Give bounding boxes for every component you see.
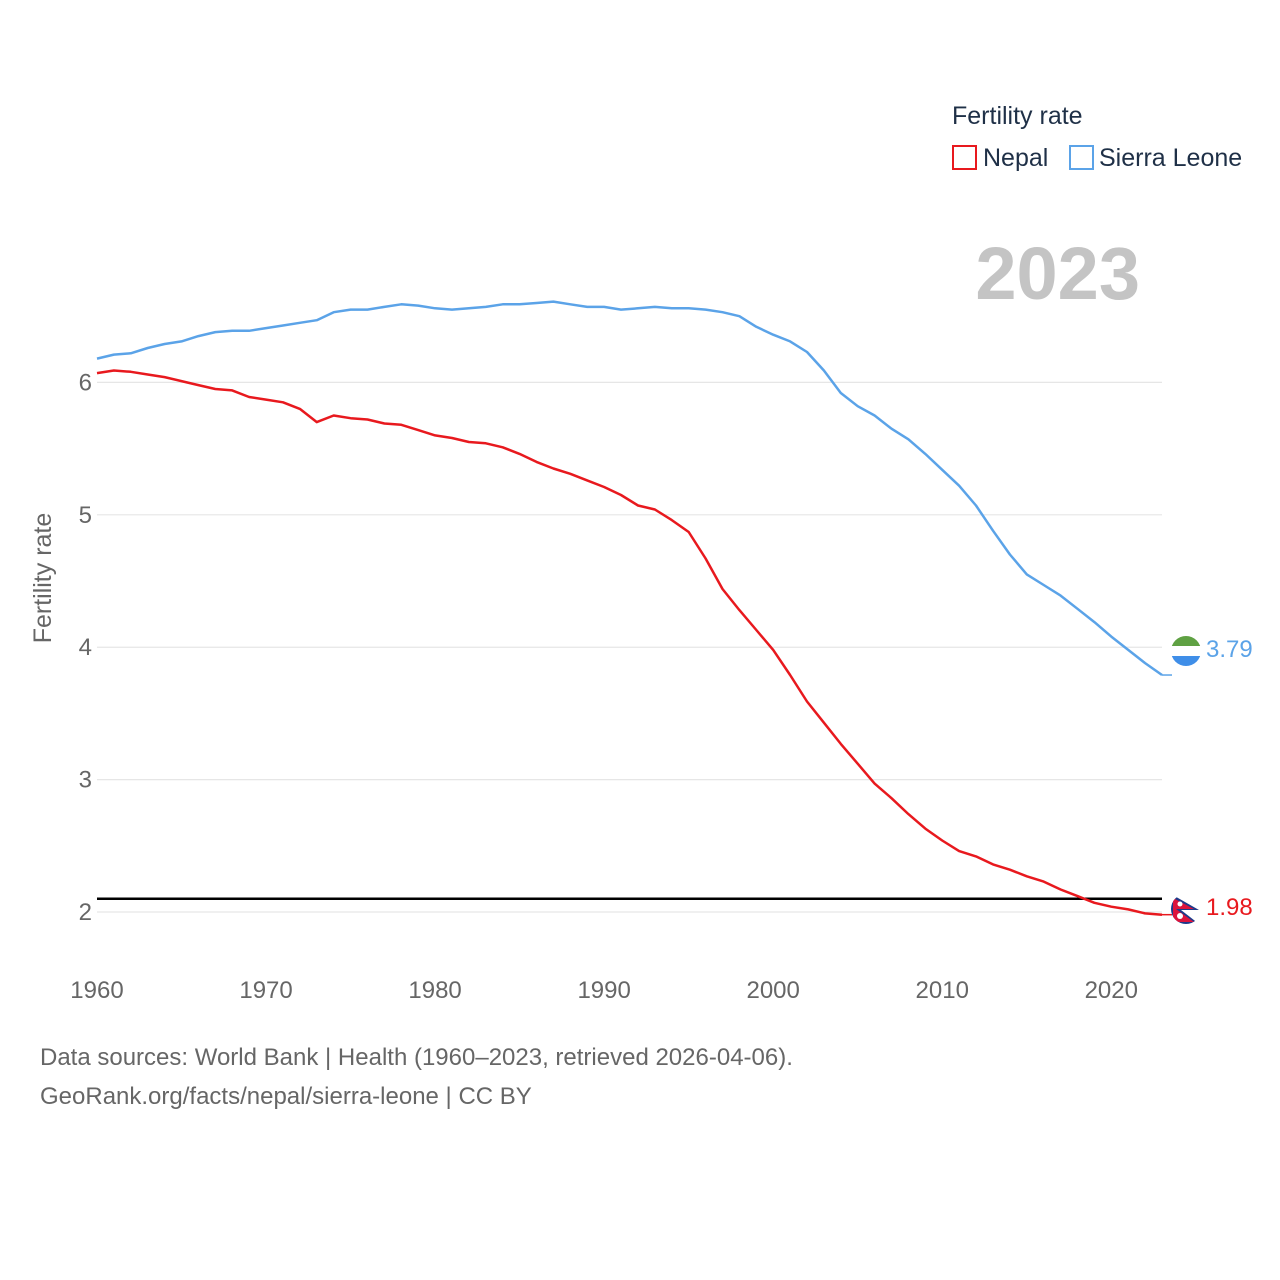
y-tick-label: 6 [79,369,92,396]
x-axis-ticks: 1960 1970 1980 1990 2000 2010 2020 [70,977,1138,1004]
x-tick-label: 1980 [408,977,461,1004]
legend-label-nepal[interactable]: Nepal [983,144,1048,172]
sierra-leone-flag-icon [1171,636,1201,666]
y-tick-label: 5 [79,502,92,529]
nepal-end-label: 1.98 [1206,894,1253,921]
source-note: Data sources: World Bank | Health (1960–… [40,1044,793,1071]
sierra-leone-line[interactable] [96,300,1163,677]
sierra-leone-end-label: 3.79 [1206,636,1253,663]
legend-swatch-nepal[interactable] [952,145,977,170]
x-tick-label: 1990 [577,977,630,1004]
y-tick-label: 3 [79,767,92,794]
y-axis-ticks: 2 3 4 5 6 [79,369,92,926]
nepal-line[interactable] [96,369,1163,916]
credit-link[interactable]: GeoRank.org/facts/nepal/sierra-leone | C… [40,1083,532,1110]
x-tick-label: 1960 [70,977,123,1004]
legend-title: Fertility rate [952,102,1083,130]
legend: Fertility rate Nepal Sierra Leone [952,102,1242,172]
legend-label-sierra-leone[interactable]: Sierra Leone [1099,144,1242,172]
x-tick-label: 2010 [916,977,969,1004]
x-tick-label: 1970 [239,977,292,1004]
y-tick-label: 4 [79,634,92,661]
fertility-chart: 2 3 4 5 6 1960 1970 1980 1990 2000 2010 2020 Ferti… [29,102,1253,1004]
gridlines [97,381,1162,913]
x-tick-label: 2020 [1085,977,1138,1004]
y-tick-label: 2 [79,899,92,926]
legend-swatch-sierra-leone[interactable] [1069,145,1094,170]
series-lines [96,300,1172,916]
x-tick-label: 2000 [746,977,799,1004]
year-stamp: 2023 [975,232,1140,315]
y-axis-title: Fertility rate [29,513,57,644]
nepal-flag-icon [1171,894,1201,924]
